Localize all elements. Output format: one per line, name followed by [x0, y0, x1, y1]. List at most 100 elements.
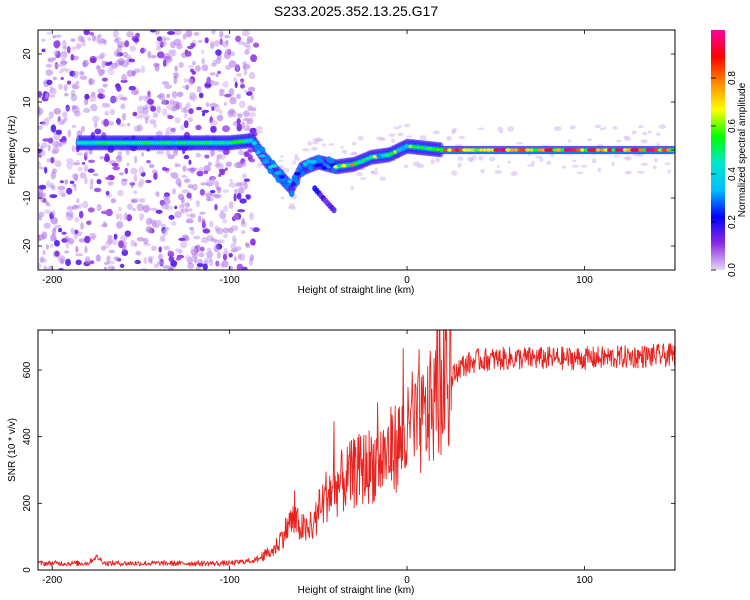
noise-blob	[282, 167, 290, 173]
noise-blob	[236, 192, 242, 200]
noise-blob	[48, 265, 54, 270]
noise-blob	[183, 120, 189, 129]
noise-blob	[187, 208, 193, 212]
noise-blob	[328, 143, 335, 146]
noise-blob	[126, 31, 134, 38]
noise-blob	[148, 163, 155, 169]
noise-blob	[569, 125, 576, 130]
noise-blob	[149, 207, 158, 211]
noise-blob	[109, 108, 116, 116]
snr-plot-area	[38, 330, 675, 570]
noise-blob	[107, 234, 113, 240]
noise-blob	[201, 49, 205, 54]
noise-blob	[166, 104, 174, 110]
noise-blob	[631, 130, 637, 135]
noise-blob	[155, 209, 163, 214]
noise-blob	[288, 206, 293, 210]
noise-blob	[147, 228, 153, 234]
noise-blob	[239, 198, 247, 204]
noise-blob	[180, 125, 185, 131]
noise-blob	[242, 110, 250, 118]
noise-blob	[186, 213, 190, 217]
ridge-core	[637, 148, 644, 152]
noise-blob	[167, 154, 175, 160]
noise-blob	[249, 118, 254, 122]
noise-blob	[280, 155, 284, 159]
noise-blob	[242, 266, 248, 270]
noise-blob	[230, 51, 236, 57]
noise-blob	[103, 39, 108, 46]
noise-blob	[68, 210, 74, 218]
noise-blob	[100, 210, 109, 215]
noise-blob	[393, 126, 400, 130]
noise-blob	[92, 173, 99, 177]
noise-blob	[257, 162, 262, 168]
noise-blob	[38, 143, 41, 147]
noise-blob	[128, 85, 136, 91]
noise-blob	[124, 230, 131, 237]
noise-blob	[280, 196, 285, 200]
noise-blob	[122, 112, 126, 121]
noise-blob	[58, 189, 66, 196]
colorbar-label: Normalized spectral amplitude	[737, 82, 748, 217]
noise-blob	[101, 77, 108, 82]
ridge-core	[541, 148, 546, 152]
noise-blob	[70, 54, 75, 61]
noise-blob	[131, 199, 138, 203]
noise-blob	[53, 133, 61, 141]
noise-blob	[197, 258, 203, 265]
spectrogram-x-tick-label: 100	[576, 275, 593, 286]
noise-blob	[219, 31, 224, 38]
noise-blob	[403, 164, 409, 169]
noise-blob	[64, 179, 68, 185]
noise-blob	[406, 135, 413, 138]
noise-blob	[156, 150, 165, 155]
noise-blob	[215, 260, 220, 267]
noise-blob	[82, 200, 89, 209]
noise-blob	[45, 63, 53, 68]
noise-blob	[196, 106, 202, 111]
noise-blob	[223, 205, 229, 212]
noise-blob	[250, 238, 256, 246]
noise-blob	[84, 245, 88, 254]
noise-blob	[451, 170, 458, 176]
noise-blob	[397, 132, 404, 137]
snr-x-tick-label: 100	[576, 575, 593, 586]
snr-frame	[37, 329, 676, 571]
noise-blob	[432, 130, 441, 135]
ridge-core	[435, 147, 441, 152]
noise-blob	[38, 107, 44, 115]
noise-blob	[248, 71, 256, 80]
ridge-core	[576, 148, 581, 152]
noise-blob	[71, 124, 77, 128]
noise-blob	[108, 249, 115, 254]
noise-blob	[142, 204, 150, 213]
noise-blob	[229, 179, 233, 183]
noise-blob	[238, 186, 245, 194]
noise-blob	[100, 245, 107, 251]
noise-blob	[74, 229, 79, 234]
noise-blob	[151, 245, 157, 252]
noise-blob	[41, 48, 46, 53]
noise-blob	[214, 40, 220, 47]
noise-blob	[499, 131, 504, 134]
noise-blob	[117, 189, 124, 197]
noise-blob	[55, 129, 63, 135]
noise-blob	[236, 73, 243, 77]
noise-blob	[278, 159, 284, 162]
noise-blob	[164, 84, 173, 89]
noise-blob	[111, 238, 118, 246]
noise-blob	[54, 63, 62, 68]
noise-blob	[151, 169, 158, 174]
noise-blob	[376, 136, 384, 141]
noise-blob	[210, 125, 217, 133]
noise-blob	[236, 263, 243, 270]
noise-blob	[61, 118, 66, 124]
noise-blob	[119, 213, 123, 221]
noise-blob	[145, 217, 153, 226]
colorbar-tick-label: 0.2	[727, 215, 738, 229]
noise-blob	[616, 139, 622, 143]
colorbar-ticks: 0.0 0.2 0.4 0.6 0.8	[711, 71, 738, 277]
ridge-core	[517, 148, 523, 152]
noise-blob	[241, 121, 246, 130]
